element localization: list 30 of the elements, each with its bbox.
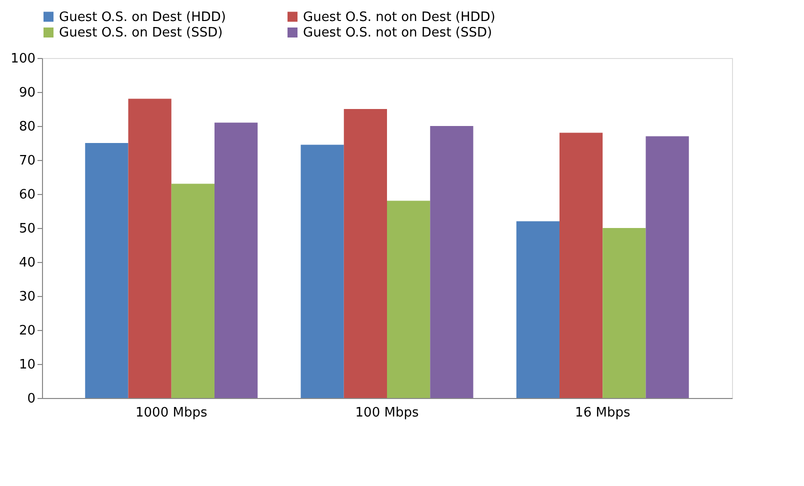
legend-label: Guest O.S. on Dest (HDD) — [59, 10, 226, 25]
bar — [85, 143, 128, 398]
legend-label: Guest O.S. not on Dest (HDD) — [303, 10, 496, 25]
y-tick-label: 50 — [18, 222, 36, 236]
y-tick-label: 20 — [18, 324, 36, 338]
y-tick-label: 70 — [18, 154, 36, 168]
bar — [387, 200, 430, 398]
y-tick-label: 0 — [27, 392, 36, 406]
x-tick-label: 1000 Mbps — [136, 406, 208, 420]
bar — [214, 122, 258, 398]
y-tick-label: 100 — [10, 52, 36, 66]
y-tick-label: 60 — [18, 188, 36, 202]
bar — [430, 126, 474, 398]
y-tick-label: 10 — [18, 358, 36, 372]
legend-label: Guest O.S. on Dest (SSD) — [59, 26, 223, 40]
bar — [560, 132, 603, 398]
y-tick-label: 90 — [18, 86, 36, 100]
bar — [602, 228, 646, 398]
bar — [516, 221, 560, 398]
bar — [646, 136, 689, 398]
y-tick-label: 30 — [18, 290, 36, 304]
bar — [171, 184, 214, 398]
x-tick-label: 16 Mbps — [575, 406, 630, 420]
bar — [344, 109, 387, 398]
y-tick-label: 40 — [18, 256, 36, 270]
x-tick-label: 100 Mbps — [355, 406, 419, 420]
legend-label: Guest O.S. not on Dest (SSD) — [303, 26, 492, 40]
bar — [300, 144, 344, 398]
y-tick-label: 80 — [18, 120, 36, 134]
bar — [128, 98, 172, 398]
